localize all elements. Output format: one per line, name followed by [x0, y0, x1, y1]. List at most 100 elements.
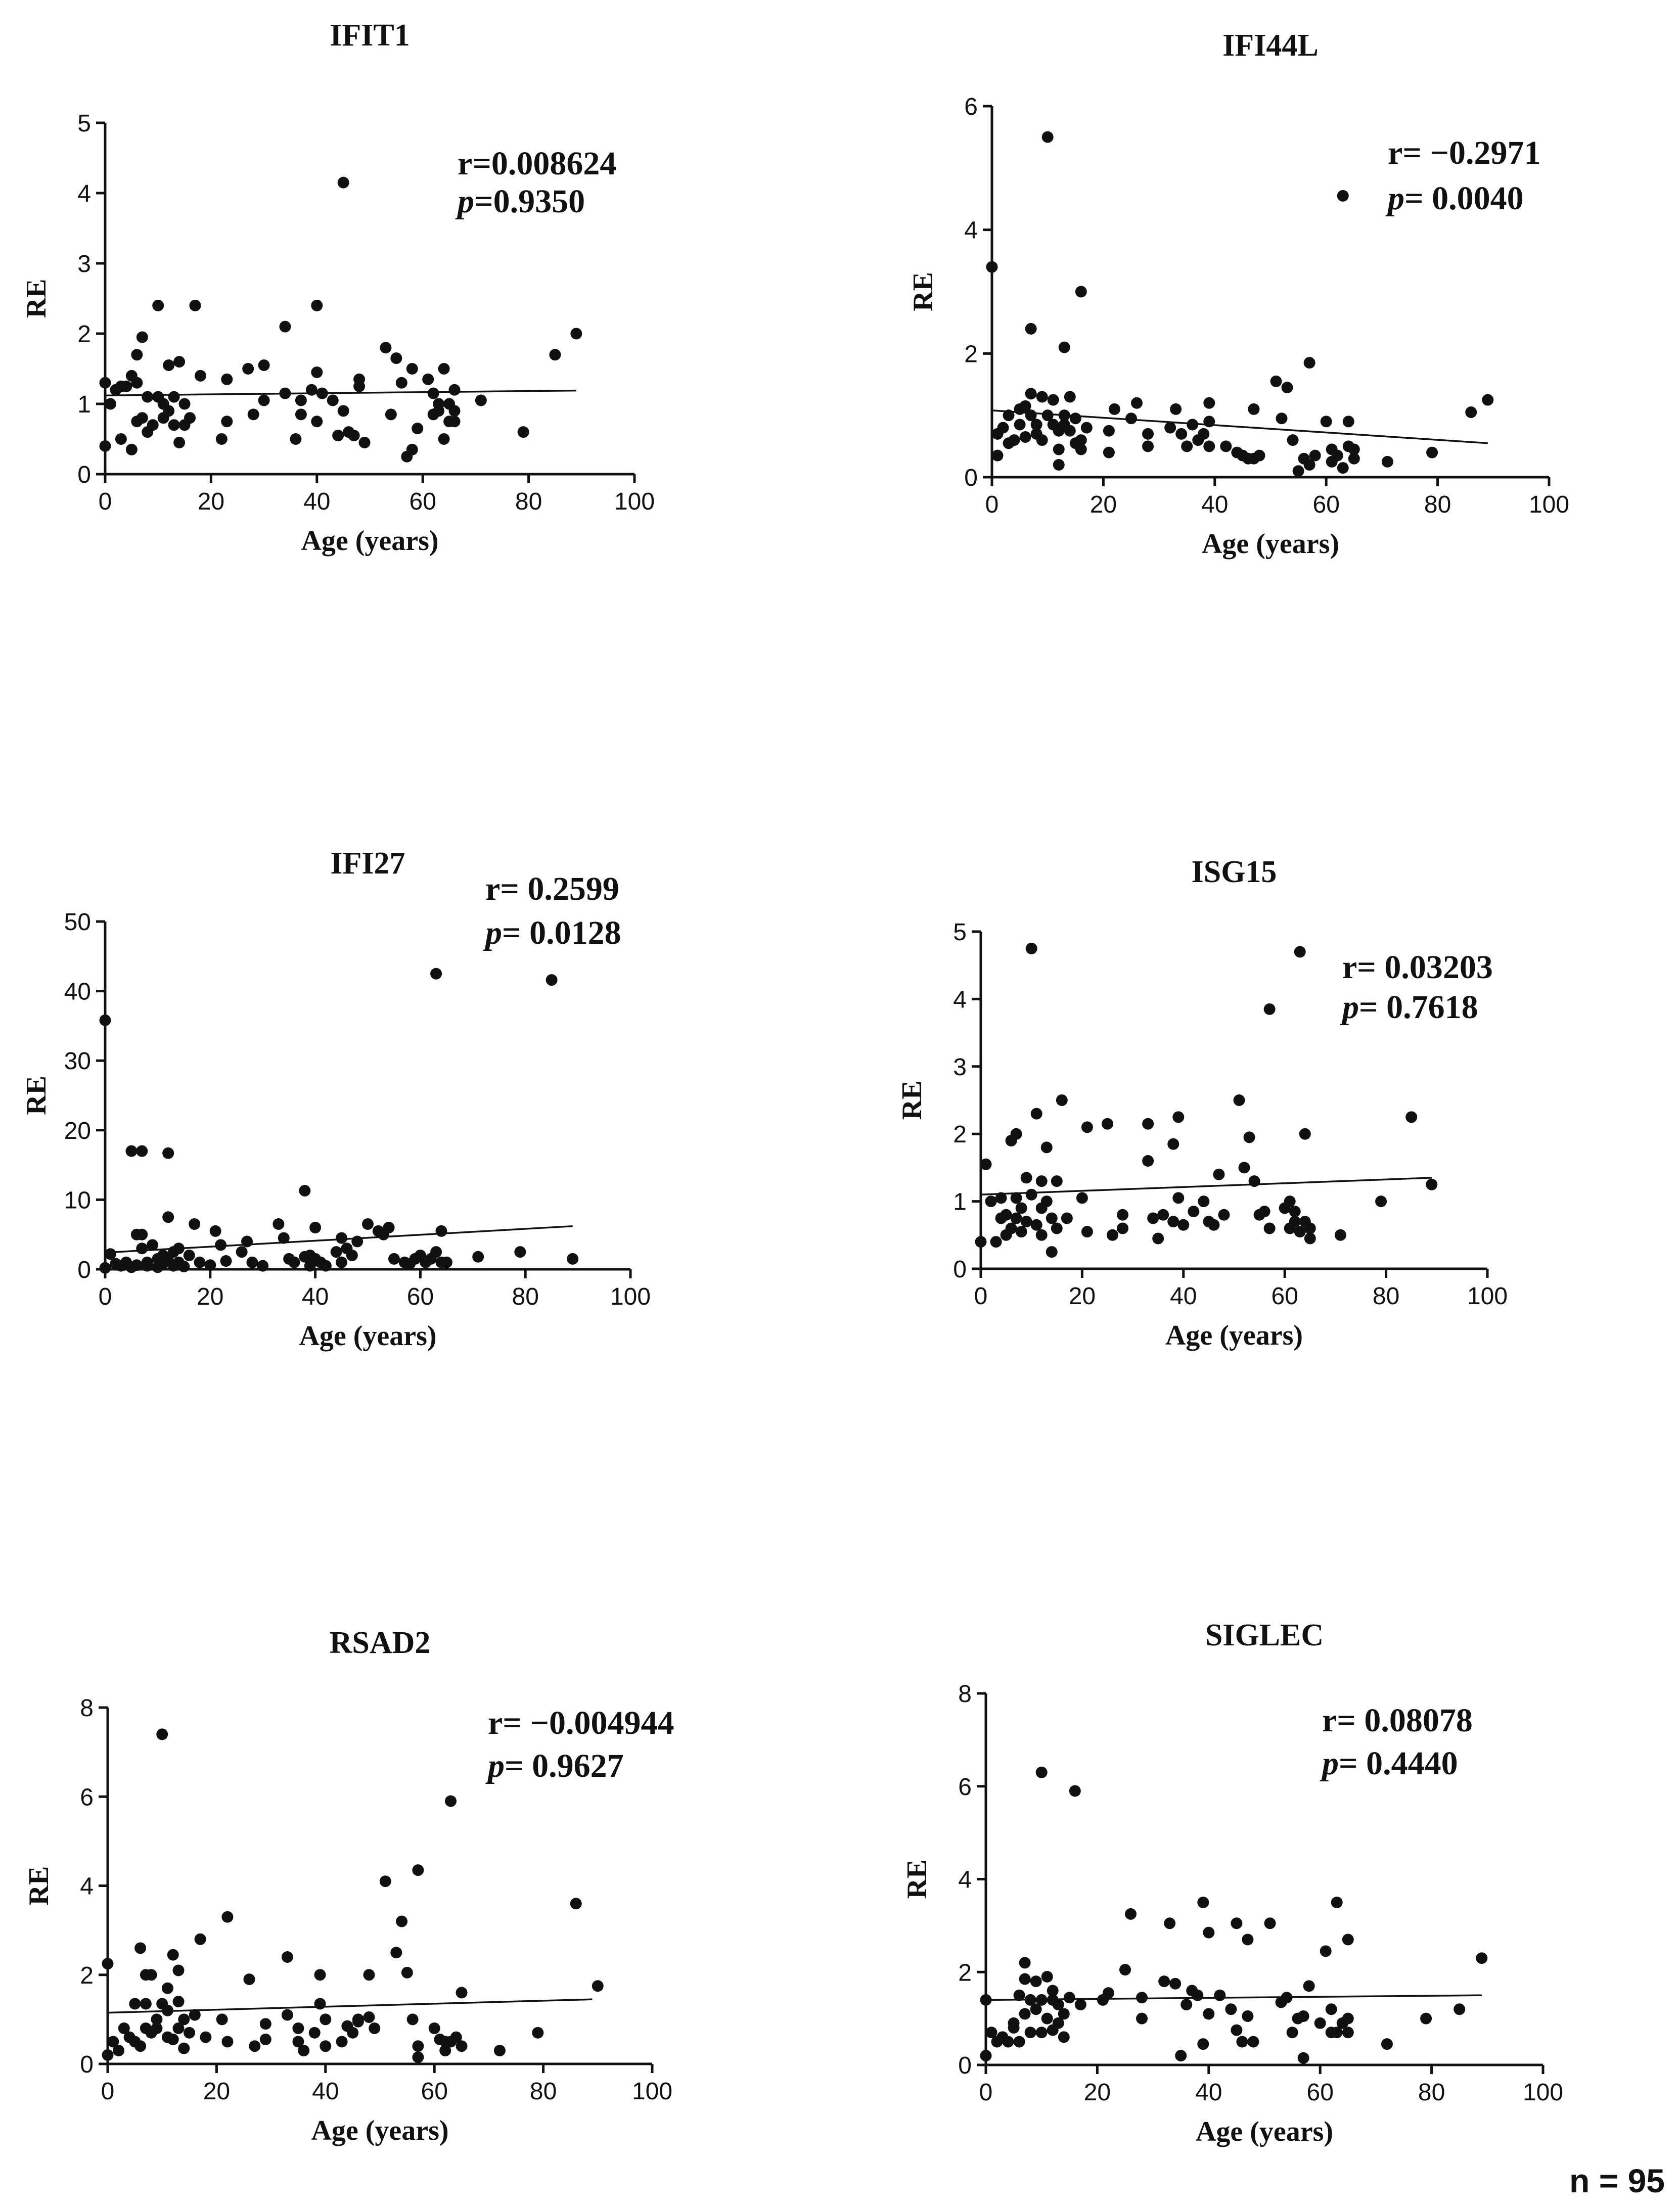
data-point [1041, 131, 1054, 143]
data-point [168, 419, 180, 431]
data-point [1197, 1896, 1209, 1908]
data-point [257, 1260, 269, 1272]
x-tick-label: 80 [512, 1283, 539, 1310]
data-point [1331, 2027, 1343, 2039]
data-point [295, 408, 307, 421]
data-point [1192, 1989, 1204, 2001]
data-point [1030, 1108, 1042, 1120]
data-point [1242, 1934, 1254, 1946]
data-point [1040, 1195, 1053, 1208]
correlation-r-label: r=0.008624 [458, 145, 616, 182]
data-point [1381, 455, 1393, 468]
data-point [1276, 412, 1288, 425]
data-point [221, 373, 233, 385]
data-point [1303, 357, 1315, 369]
data-point [570, 1898, 582, 1910]
data-point [1248, 403, 1260, 415]
data-point [445, 1795, 457, 1807]
data-point [194, 370, 206, 382]
data-point [1147, 1212, 1159, 1224]
data-point [194, 1933, 206, 1945]
data-point [1125, 412, 1137, 425]
data-point [390, 352, 402, 364]
data-point [1233, 1094, 1245, 1106]
data-point [194, 1256, 206, 1268]
data-point [189, 299, 201, 311]
data-point [379, 1875, 391, 1888]
data-point [168, 391, 180, 403]
data-point [1238, 1162, 1250, 1174]
y-tick-label: 6 [80, 1784, 94, 1811]
data-point [279, 320, 291, 333]
data-point [1287, 434, 1299, 446]
data-point [975, 1236, 987, 1248]
data-point [104, 1248, 116, 1260]
data-point [1158, 1975, 1170, 1988]
data-point [104, 398, 116, 410]
data-point [1020, 1216, 1032, 1228]
chart-title: SIGLEC [1205, 1618, 1324, 1652]
data-point [1125, 1908, 1137, 1920]
data-point [173, 436, 186, 448]
data-point [388, 1253, 400, 1265]
correlation-r-label: r= −0.004944 [488, 1705, 674, 1741]
p-symbol: p [1340, 989, 1359, 1026]
data-point [162, 1211, 174, 1223]
data-point [995, 1192, 1007, 1204]
data-point [1286, 2027, 1298, 2039]
p-symbol: p [455, 183, 474, 220]
x-tick-label: 60 [1272, 1283, 1298, 1310]
x-tick-label: 0 [99, 1283, 112, 1310]
x-tick-label: 100 [1529, 491, 1569, 518]
data-point [1169, 1977, 1182, 1990]
data-point [330, 1246, 342, 1258]
data-point [1253, 449, 1265, 462]
x-tick-label: 40 [1195, 2079, 1222, 2106]
data-point [115, 433, 127, 445]
data-point [295, 394, 307, 406]
data-point [427, 387, 439, 399]
data-point [1019, 1957, 1031, 1969]
data-point [102, 1958, 114, 1970]
data-point [1076, 1192, 1088, 1204]
data-point [1258, 1206, 1270, 1218]
data-point [1035, 1229, 1048, 1241]
data-point [1284, 1195, 1296, 1208]
x-tick-label: 40 [303, 488, 330, 515]
data-point [1025, 323, 1037, 335]
data-point [336, 1232, 348, 1244]
data-point [1164, 422, 1176, 434]
y-tick-label: 0 [953, 1256, 967, 1283]
data-point [1289, 1206, 1301, 1218]
data-point [314, 1998, 326, 2010]
y-tick-label: 2 [80, 1962, 94, 1989]
data-point [1081, 1226, 1093, 1238]
correlation-r-label: r= −0.2971 [1388, 134, 1541, 171]
data-point [1294, 946, 1306, 958]
data-point [1008, 2017, 1020, 2029]
correlation-r-label: r= 0.03203 [1342, 949, 1493, 986]
p-value: = 0.7618 [1359, 989, 1478, 1026]
data-point [1030, 1219, 1042, 1231]
x-tick-label: 0 [101, 2078, 115, 2105]
data-point [1220, 440, 1232, 452]
x-tick-label: 80 [1424, 491, 1451, 518]
y-tick-label: 0 [77, 462, 91, 488]
y-tick-label: 2 [77, 321, 91, 348]
data-point [985, 1195, 997, 1208]
data-point [428, 2022, 440, 2034]
data-point [152, 299, 164, 311]
data-point [1304, 1232, 1316, 1245]
data-point [1218, 1209, 1230, 1221]
data-point [1142, 440, 1154, 452]
data-point [1051, 1222, 1063, 1234]
x-tick-label: 100 [610, 1283, 651, 1310]
x-tick-label: 80 [530, 2078, 557, 2105]
data-point [1263, 1222, 1276, 1234]
data-point [1164, 1917, 1176, 1929]
data-point [439, 2045, 451, 2057]
data-point [99, 440, 111, 452]
data-point [247, 408, 259, 421]
data-point [352, 2013, 364, 2026]
data-point [422, 373, 434, 385]
